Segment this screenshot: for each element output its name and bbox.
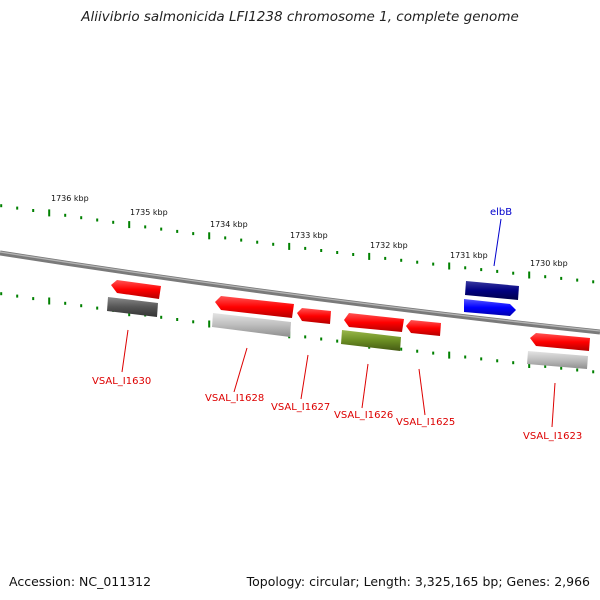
scale-dot xyxy=(544,364,547,368)
scale-dot xyxy=(16,206,19,210)
scale-dot xyxy=(160,315,163,319)
scale-dot xyxy=(320,249,323,252)
scale-dot xyxy=(496,359,499,363)
kbp-label: 1731 kbp xyxy=(450,251,488,260)
genome-backbone xyxy=(0,250,600,335)
scale-dot xyxy=(80,304,83,308)
scale-dot xyxy=(96,218,99,222)
scale-dot xyxy=(432,351,435,355)
scale-dot xyxy=(304,246,307,250)
scale-dot xyxy=(256,240,259,244)
scale-dot xyxy=(512,361,515,365)
feature-block-olive[interactable] xyxy=(341,330,401,351)
kbp-label: 1734 kbp xyxy=(210,220,248,229)
scale-dot xyxy=(176,229,179,233)
scale-dot xyxy=(192,320,195,324)
gene-label-vsal-i1626[interactable]: VSAL_I1626 xyxy=(334,410,393,421)
scale-tick xyxy=(528,361,531,368)
genome-summary-text: Topology: circular; Length: 3,325,165 bp… xyxy=(246,574,590,589)
feature-block-dark-blue[interactable] xyxy=(465,281,519,300)
gene-label-vsal-i1623[interactable]: VSAL_I1623 xyxy=(523,431,582,442)
scale-dot xyxy=(64,213,67,217)
feature-block-light-gray[interactable] xyxy=(527,351,588,369)
gene-label-elbb[interactable]: elbB xyxy=(490,207,512,218)
scale-dot xyxy=(80,216,83,220)
scale-dot xyxy=(352,253,355,256)
label-leaders xyxy=(121,218,556,428)
scale-dot xyxy=(224,236,227,240)
scale-dot xyxy=(432,262,435,266)
scale-dot xyxy=(16,294,19,298)
scale-dot xyxy=(560,366,563,370)
gene-arrow-left[interactable] xyxy=(530,333,590,351)
kbp-label: 1733 kbp xyxy=(290,231,328,240)
scale-dot xyxy=(32,297,35,301)
scale-dot xyxy=(560,276,563,280)
gene-arrow-right[interactable] xyxy=(464,299,516,316)
scale-tick xyxy=(448,351,451,359)
scale-dot xyxy=(336,251,339,254)
page-title: Aliivibrio salmonicida LFI1238 chromosom… xyxy=(81,9,519,25)
scale-dot xyxy=(480,357,483,361)
scale-tick xyxy=(288,242,291,250)
scale-dot xyxy=(240,238,243,242)
scale-dot xyxy=(544,275,547,279)
scale-dot xyxy=(64,301,67,305)
scale-tick xyxy=(208,320,211,328)
scale-dot xyxy=(320,337,323,341)
kbp-label: 1735 kbp xyxy=(130,208,168,217)
scale-tick xyxy=(448,262,451,270)
scale-dot xyxy=(336,339,339,343)
scale-tick xyxy=(128,221,131,229)
scale-tick xyxy=(368,252,371,260)
feature-block-light-gray[interactable] xyxy=(212,313,291,337)
gene-label-vsal-i1628[interactable]: VSAL_I1628 xyxy=(205,393,264,404)
scale-dot xyxy=(400,347,403,351)
scale-tick xyxy=(528,271,531,279)
gene-arrow-left[interactable] xyxy=(297,308,331,324)
gene-label-vsal-i1630[interactable]: VSAL_I1630 xyxy=(92,376,151,387)
scale-dot xyxy=(160,227,163,231)
scale-tick xyxy=(48,297,51,305)
gene-arrow-left[interactable] xyxy=(111,280,161,299)
scale-dot xyxy=(176,318,179,321)
feature-block-dark-gray[interactable] xyxy=(107,297,158,317)
gene-label-vsal-i1627[interactable]: VSAL_I1627 xyxy=(271,402,330,413)
scale-dot xyxy=(464,266,467,270)
gene-arrow-left[interactable] xyxy=(215,296,294,318)
scale-dot xyxy=(0,204,3,208)
scale-dot xyxy=(480,268,483,272)
scale-dot xyxy=(0,292,3,296)
scale-dot xyxy=(400,258,403,262)
scale-dot xyxy=(192,232,195,236)
scale-dot xyxy=(464,355,467,359)
scale-dot xyxy=(576,278,579,282)
gene-arrow-left[interactable] xyxy=(406,320,441,336)
scale-dot xyxy=(96,306,99,310)
scale-dot xyxy=(496,269,499,273)
scale-dot xyxy=(144,225,147,229)
scale-dot xyxy=(384,256,387,260)
scale-dot xyxy=(576,368,579,372)
scale-dot xyxy=(512,271,515,275)
accession-text: Accession: NC_011312 xyxy=(9,574,152,589)
scale-dot xyxy=(112,220,115,224)
scale-dot xyxy=(592,370,595,374)
gene-label-vsal-i1625[interactable]: VSAL_I1625 xyxy=(396,417,455,428)
gene-features xyxy=(107,280,590,369)
scale-dot xyxy=(592,280,595,284)
scale-dot xyxy=(416,349,419,353)
gene-arrow-left[interactable] xyxy=(344,313,404,332)
kbp-label: 1736 kbp xyxy=(51,194,89,203)
scale-tick xyxy=(208,232,211,240)
scale-tick xyxy=(48,209,51,217)
kbp-label: 1730 kbp xyxy=(530,259,568,268)
scale-dot xyxy=(416,260,419,264)
kbp-label: 1732 kbp xyxy=(370,241,408,250)
genome-backbone-highlight xyxy=(0,251,600,332)
scale-dot xyxy=(272,242,275,246)
scale-dot xyxy=(304,335,307,339)
scale-dot xyxy=(32,209,35,212)
